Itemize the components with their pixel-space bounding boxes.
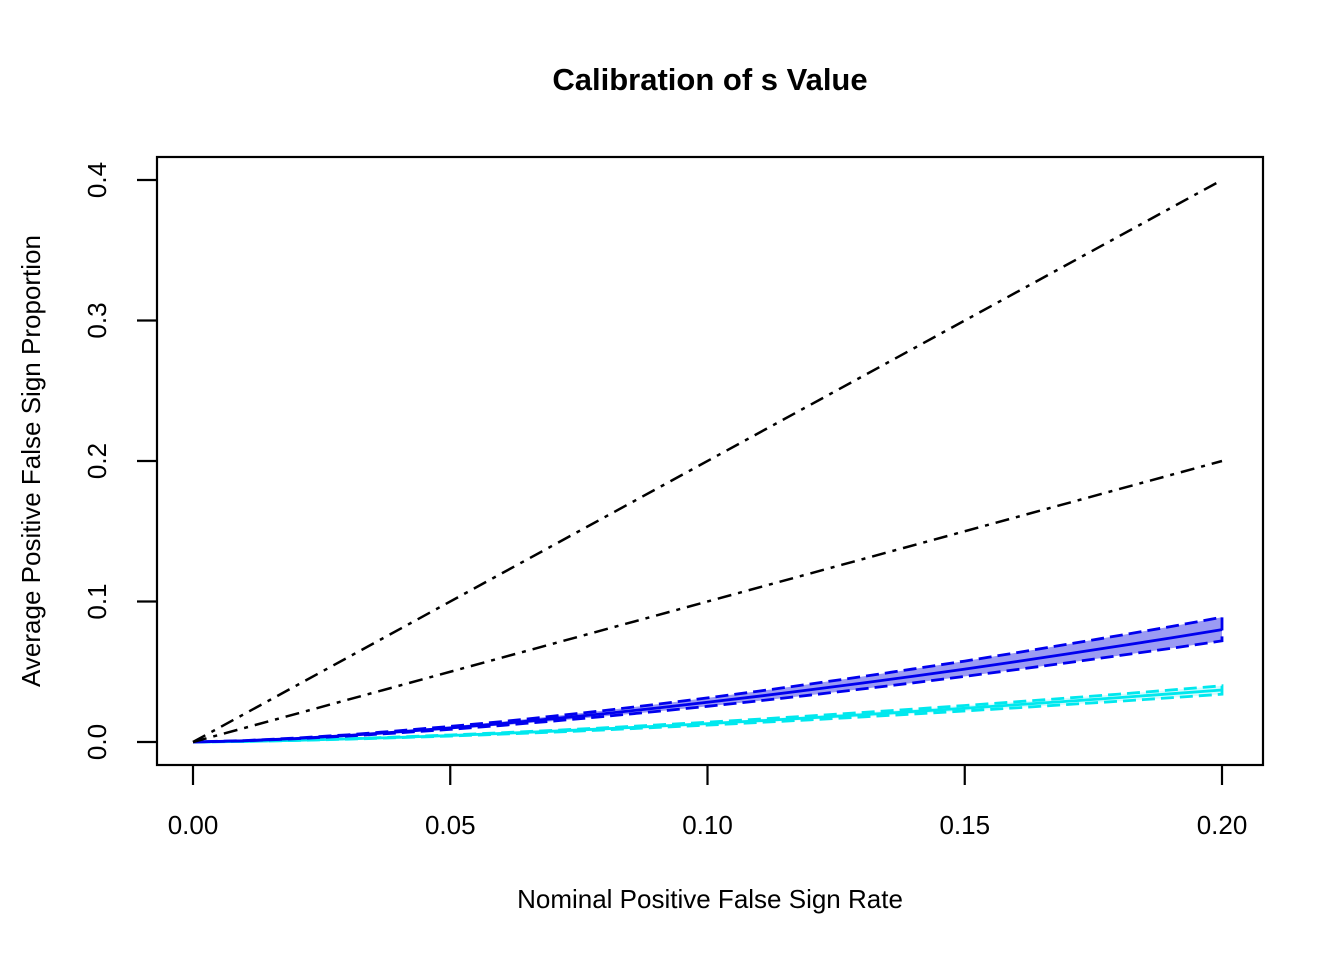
x-axis: 0.00 0.05 0.10 0.15 0.20	[168, 765, 1248, 840]
chart-title: Calibration of s Value	[552, 62, 867, 97]
y-tick-label: 0.2	[82, 443, 112, 479]
y-axis-label: Average Positive False Sign Proportion	[16, 235, 46, 687]
reference-lines-layer	[192, 178, 1223, 744]
blue-method-mean-line	[192, 628, 1223, 744]
y-tick-label: 0.3	[82, 302, 112, 338]
y-axis: 0.0 0.1 0.2 0.3 0.4	[82, 162, 157, 760]
x-axis-label: Nominal Positive False Sign Rate	[517, 884, 903, 914]
blue-method-confidence-band	[192, 615, 1224, 744]
two-times-nominal-line	[192, 178, 1223, 744]
series-layer	[192, 615, 1224, 744]
x-tick-label: 0.00	[168, 810, 219, 840]
y-tick-label: 0.4	[82, 162, 112, 198]
x-tick-label: 0.10	[682, 810, 733, 840]
x-tick-label: 0.05	[425, 810, 476, 840]
identity-line	[192, 459, 1223, 744]
cyan-method-mean-line	[192, 688, 1223, 744]
x-tick-label: 0.15	[939, 810, 990, 840]
y-tick-label: 0.0	[82, 724, 112, 760]
y-tick-label: 0.1	[82, 583, 112, 619]
x-tick-label: 0.20	[1197, 810, 1248, 840]
